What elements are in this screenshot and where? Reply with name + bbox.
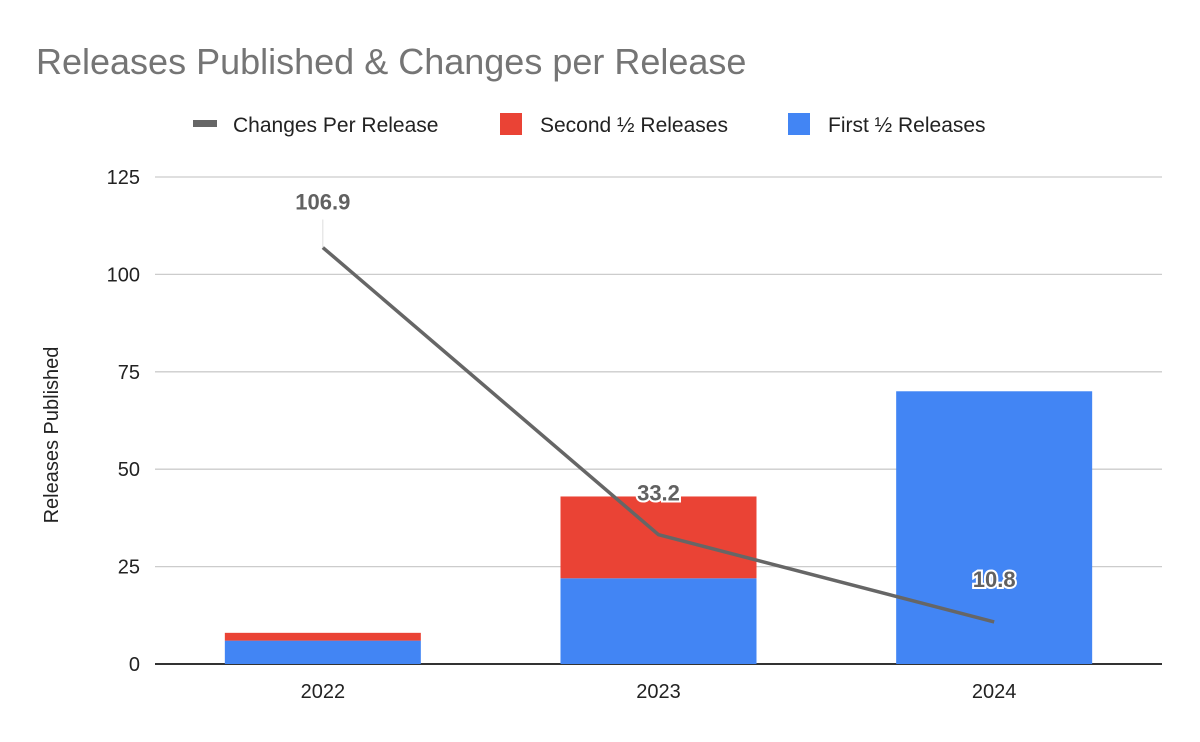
legend-swatch-line xyxy=(193,120,217,127)
y-tick-label: 100 xyxy=(107,264,140,286)
data-label: 106.9 xyxy=(295,190,350,215)
legend-label: Changes Per Release xyxy=(233,114,438,137)
x-tick-label: 2022 xyxy=(301,681,346,703)
bar-first-releases xyxy=(560,578,757,664)
bar-first-releases xyxy=(224,640,421,664)
legend: Changes Per Release Second ½ Releases Fi… xyxy=(193,113,986,137)
legend-swatch-blue xyxy=(788,113,810,135)
y-tick-label: 75 xyxy=(118,362,140,384)
legend-swatch-red xyxy=(500,113,522,135)
data-label: 10.8 xyxy=(973,567,1016,592)
y-tick-label: 125 xyxy=(107,167,140,189)
data-label: 33.2 xyxy=(637,481,680,506)
chart-title: Releases Published & Changes per Release xyxy=(36,41,746,82)
legend-label: Second ½ Releases xyxy=(540,114,728,137)
x-tick-label: 2023 xyxy=(636,681,681,703)
y-axis-label: Releases Published xyxy=(41,347,63,524)
y-tick-label: 50 xyxy=(118,459,140,481)
legend-label: First ½ Releases xyxy=(828,114,986,137)
x-tick-label: 2024 xyxy=(972,681,1017,703)
bar-second-releases xyxy=(224,632,421,641)
line-changes-per-release xyxy=(321,246,995,624)
bar-first-releases xyxy=(896,391,1093,664)
bar-second-releases xyxy=(560,496,757,579)
y-tick-label: 25 xyxy=(118,557,140,579)
y-tick-label: 0 xyxy=(129,654,140,676)
